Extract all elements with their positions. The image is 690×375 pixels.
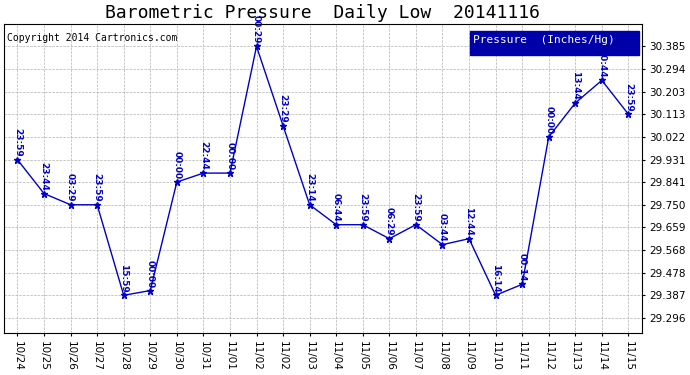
- Text: 23:59: 23:59: [92, 173, 101, 202]
- Text: 00:14: 00:14: [518, 253, 526, 282]
- Text: 23:59: 23:59: [624, 83, 633, 111]
- FancyBboxPatch shape: [470, 32, 638, 55]
- Text: 13:44: 13:44: [571, 71, 580, 100]
- Text: 12:44: 12:44: [464, 207, 473, 236]
- Text: 22:44: 22:44: [199, 141, 208, 170]
- Text: 06:29: 06:29: [385, 207, 394, 236]
- Text: 23:14: 23:14: [305, 173, 314, 202]
- Text: Copyright 2014 Cartronics.com: Copyright 2014 Cartronics.com: [8, 33, 178, 43]
- Text: 00:00: 00:00: [172, 151, 181, 179]
- Text: 00:29: 00:29: [252, 15, 261, 44]
- Text: 00:00: 00:00: [226, 142, 235, 170]
- Text: 23:59: 23:59: [411, 193, 420, 222]
- Text: 06:44: 06:44: [332, 193, 341, 222]
- Text: 15:59: 15:59: [119, 264, 128, 292]
- Text: 00:00: 00:00: [146, 260, 155, 288]
- Text: 00:00: 00:00: [544, 106, 553, 134]
- Text: 23:29: 23:29: [279, 94, 288, 123]
- Text: 23:44: 23:44: [39, 162, 48, 191]
- Text: 23:59: 23:59: [13, 128, 22, 157]
- Text: 00:44: 00:44: [598, 49, 607, 78]
- Text: 03:44: 03:44: [438, 213, 447, 242]
- Text: Pressure  (Inches/Hg): Pressure (Inches/Hg): [473, 34, 615, 45]
- Title: Barometric Pressure  Daily Low  20141116: Barometric Pressure Daily Low 20141116: [106, 4, 540, 22]
- Text: 16:14: 16:14: [491, 264, 500, 292]
- Text: 03:29: 03:29: [66, 173, 75, 202]
- Text: 23:59: 23:59: [358, 193, 367, 222]
